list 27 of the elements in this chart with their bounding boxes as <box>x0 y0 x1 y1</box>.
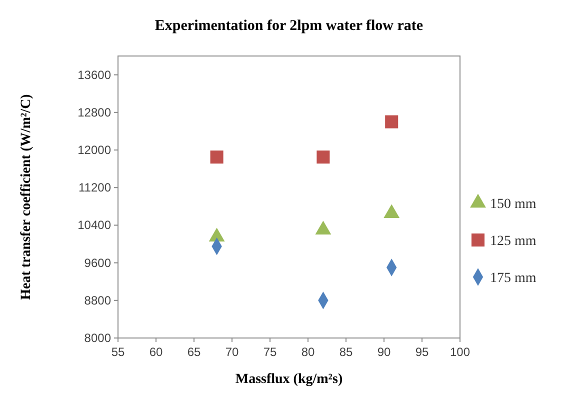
y-tick-label: 9600 <box>84 256 112 270</box>
x-tick-label: 100 <box>450 345 470 359</box>
y-tick-label: 8000 <box>84 331 112 345</box>
legend-label: 175 mm <box>490 271 536 286</box>
y-tick-label: 11200 <box>78 180 112 195</box>
chart-title: Experimentation for 2lpm water flow rate <box>154 18 424 34</box>
y-tick-label: 12000 <box>78 143 112 157</box>
y-tick-label: 13600 <box>78 68 112 82</box>
x-tick-label: 80 <box>301 345 315 359</box>
y-tick-label: 10400 <box>78 218 112 232</box>
x-tick-label: 70 <box>225 345 239 359</box>
x-tick-label: 95 <box>415 345 429 359</box>
x-tick-label: 60 <box>149 345 163 359</box>
y-tick-label: 8800 <box>84 293 112 308</box>
point <box>316 150 330 164</box>
point <box>385 115 398 128</box>
x-tick-label: 75 <box>263 345 277 359</box>
x-tick-label: 85 <box>339 345 353 359</box>
legend-label: 150 mm <box>490 197 536 212</box>
x-tick-label: 55 <box>111 345 125 359</box>
x-tick-label: 90 <box>377 345 391 359</box>
point <box>210 150 224 164</box>
legend-label: 125 mm <box>490 234 536 249</box>
y-tick-label: 12800 <box>78 105 112 120</box>
x-axis-title: Massflux (kg/m²s) <box>235 372 343 387</box>
x-tick-label: 65 <box>187 345 201 359</box>
y-axis-title: Heat transfer coefficient (W/m²/C) <box>19 94 34 300</box>
